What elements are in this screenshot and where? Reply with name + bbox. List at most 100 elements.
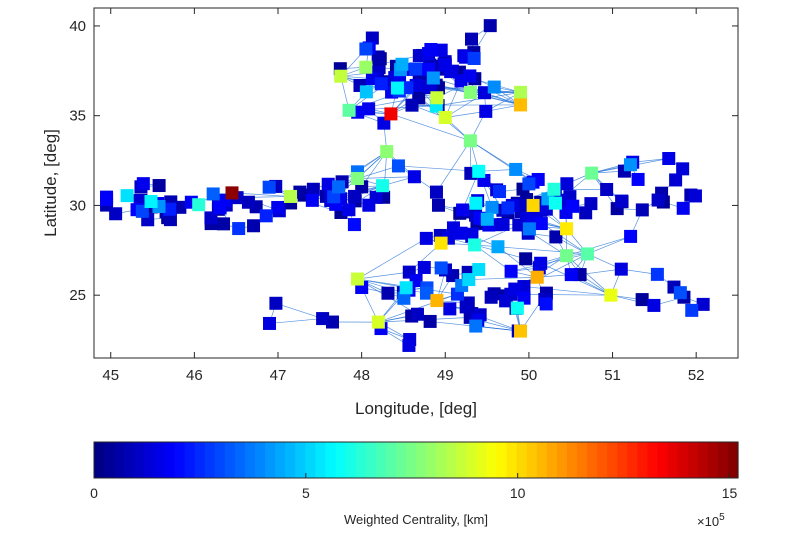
network-node [430, 91, 443, 104]
colorbar-segment [325, 442, 336, 478]
network-node [485, 291, 498, 304]
colorbar-segment [185, 442, 196, 478]
network-node [632, 173, 645, 186]
colorbar-segment [154, 442, 165, 478]
network-node [207, 187, 220, 200]
network-node [430, 294, 443, 307]
colorbar-segment [376, 442, 387, 478]
network-node [460, 300, 473, 313]
colorbar-segment [718, 442, 729, 478]
colorbar-segment [265, 442, 276, 478]
network-node [411, 308, 424, 321]
colorbar-segment [285, 442, 296, 478]
network-node [456, 203, 469, 216]
network-node [560, 249, 573, 262]
colorbar-multiplier-base: ×10 [697, 514, 719, 529]
network-node [560, 222, 573, 235]
network-node [464, 86, 477, 99]
colorbar [94, 442, 739, 478]
colorbar-segment [164, 442, 175, 478]
network-node [217, 217, 230, 230]
colorbar-segment [275, 442, 286, 478]
network-node [514, 98, 527, 111]
network-node [600, 183, 613, 196]
x-axis-label: Longitude, [deg] [355, 399, 477, 418]
network-node [479, 105, 492, 118]
colorbar-segment [577, 442, 588, 478]
network-node [472, 165, 485, 178]
x-tick-label: 45 [102, 367, 119, 384]
network-node [548, 183, 561, 196]
network-node [263, 181, 276, 194]
network-node [501, 201, 514, 214]
colorbar-segment [517, 442, 528, 478]
colorbar-segment [688, 442, 699, 478]
colorbar-tick-label: 10 [510, 485, 526, 501]
x-tick-label: 46 [186, 367, 203, 384]
network-node [565, 268, 578, 281]
network-node [316, 312, 329, 325]
network-node [226, 186, 239, 199]
network-node [472, 263, 485, 276]
network-node [306, 194, 319, 207]
network-node [109, 207, 122, 220]
colorbar-segment [658, 442, 669, 478]
colorbar-segment [708, 442, 719, 478]
colorbar-segment [205, 442, 216, 478]
network-node [531, 271, 544, 284]
network-node [469, 320, 482, 333]
network-node [409, 62, 422, 75]
colorbar-segment [255, 442, 266, 478]
network-node [685, 304, 698, 317]
colorbar-segment [124, 442, 135, 478]
network-node [499, 294, 512, 307]
network-node [405, 99, 418, 112]
x-tick-label: 50 [521, 367, 538, 384]
network-node [375, 77, 388, 90]
colorbar-segment [396, 442, 407, 478]
colorbar-segment [607, 442, 618, 478]
network-node [343, 104, 356, 117]
network-node [662, 152, 675, 165]
colorbar-segment [94, 442, 105, 478]
network-node [427, 71, 440, 84]
network-node [359, 61, 372, 74]
colorbar-segment [406, 442, 417, 478]
network-node [100, 193, 113, 206]
network-node [439, 111, 452, 124]
network-node [647, 299, 660, 312]
network-node [581, 247, 594, 260]
colorbar-segment [386, 442, 397, 478]
network-node [332, 180, 345, 193]
colorbar-segment [426, 442, 437, 478]
network-node [615, 263, 628, 276]
colorbar-segment [647, 442, 658, 478]
network-node [348, 218, 361, 231]
network-node [408, 170, 421, 183]
network-node [584, 197, 597, 210]
colorbar-segment [567, 442, 578, 478]
network-node [284, 190, 297, 203]
colorbar-segment [637, 442, 648, 478]
network-node [636, 203, 649, 216]
colorbar-segment [114, 442, 125, 478]
network-node [402, 339, 415, 352]
colorbar-segment [698, 442, 709, 478]
network-node [153, 179, 166, 192]
network-node [624, 158, 637, 171]
network-node [430, 186, 443, 199]
colorbar-segment [305, 442, 316, 478]
network-node [560, 177, 573, 190]
colorbar-segment [436, 442, 447, 478]
network-node [362, 199, 375, 212]
network-node [247, 219, 260, 232]
network-node [465, 33, 478, 46]
network-node [468, 52, 481, 65]
colorbar-segment [346, 442, 357, 478]
colorbar-multiplier-exponent: 5 [719, 512, 725, 523]
network-node [511, 302, 524, 315]
network-node [360, 85, 373, 98]
network-node [540, 297, 553, 310]
